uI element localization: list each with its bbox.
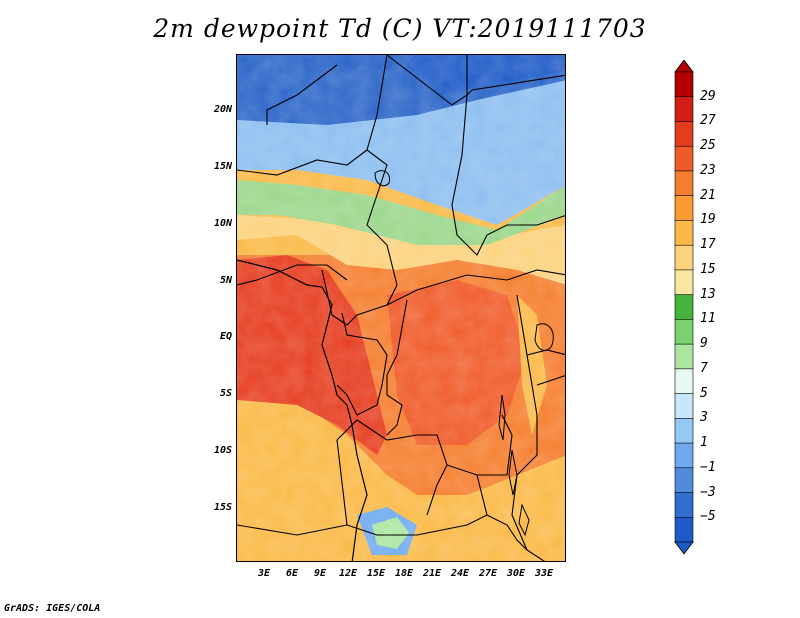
colorbar-swatch (674, 71, 694, 98)
lat-label: 10N (213, 218, 232, 229)
colorbar-swatch (674, 442, 694, 469)
lon-label: 24E (450, 568, 470, 579)
lat-label: 15N (213, 161, 232, 172)
lat-label: 20N (213, 104, 232, 115)
lat-label: EQ (219, 331, 232, 342)
lon-label: 30E (506, 568, 526, 579)
colorbar-swatch (674, 121, 694, 148)
colorbar-swatch (674, 492, 694, 519)
colorbar-tick-label: 29 (700, 88, 716, 104)
footer-credit: GrADS: IGES/COLA (4, 603, 101, 614)
colorbar: 29 27 25 23 21 19 17 15 13 11 9 7 5 3 1 −1 −3 −5 (672, 59, 772, 560)
country-borders (237, 55, 565, 561)
colorbar-swatch (674, 220, 694, 246)
colorbar-swatch (674, 343, 694, 370)
colorbar-tick-label: 21 (700, 187, 716, 203)
colorbar-tick-label: 7 (700, 360, 708, 376)
colorbar-tick-label: 19 (700, 212, 716, 228)
colorbar-swatch (674, 244, 694, 271)
colorbar-tick-label: 1 (700, 435, 708, 451)
lon-label: 6E (285, 568, 299, 579)
colorbar-tick-label: 27 (700, 113, 716, 129)
lon-label: 33E (534, 568, 554, 579)
colorbar-tick-label: 23 (700, 162, 716, 178)
chart-title: 2m dewpoint Td (C) VT:2019111703 (153, 14, 647, 43)
colorbar-swatch (674, 170, 694, 197)
colorbar-tick-label: 13 (700, 286, 716, 302)
colorbar-swatch (674, 368, 694, 395)
texture-noise (237, 55, 565, 561)
colorbar-tick-label: 9 (700, 336, 708, 352)
colorbar-swatch (674, 418, 694, 444)
colorbar-tick-label: 3 (700, 410, 708, 426)
colorbar-tick-label: 15 (700, 261, 716, 277)
colorbar-tick-label: −1 (700, 459, 716, 475)
lon-label: 12E (338, 568, 358, 579)
colorbar-swatch (674, 269, 694, 296)
colorbar-swatch (674, 195, 694, 222)
colorbar-tick-label: −5 (700, 509, 716, 525)
colorbar-swatches (674, 59, 694, 555)
colorbar-swatch (674, 145, 694, 172)
dewpoint-map (236, 54, 566, 562)
lon-label: 9E (313, 568, 327, 579)
colorbar-swatch (674, 516, 694, 543)
colorbar-top-arrow (674, 59, 694, 73)
lat-label: 10S (213, 445, 232, 456)
coastline (237, 259, 368, 561)
colorbar-tick-label: 17 (700, 237, 716, 253)
lon-label: 18E (394, 568, 414, 579)
colorbar-swatch (674, 467, 694, 494)
colorbar-tick-label: −3 (700, 484, 716, 500)
lon-label: 15E (366, 568, 386, 579)
colorbar-swatch (674, 96, 694, 123)
colorbar-tick-label: 5 (700, 385, 708, 401)
colorbar-swatch (674, 393, 694, 420)
lat-label: 5S (219, 388, 232, 399)
colorbar-tick-label: 11 (700, 311, 716, 327)
lat-label: 5N (219, 275, 232, 286)
colorbar-swatch (674, 294, 694, 321)
colorbar-swatch (674, 319, 694, 345)
lat-label: 15S (213, 502, 232, 513)
colorbar-tick-label: 25 (700, 138, 716, 154)
lon-label: 21E (422, 568, 442, 579)
lon-label: 27E (478, 568, 498, 579)
colorbar-bottom-arrow (674, 541, 694, 555)
lakes (374, 170, 554, 537)
lon-label: 3E (257, 568, 271, 579)
